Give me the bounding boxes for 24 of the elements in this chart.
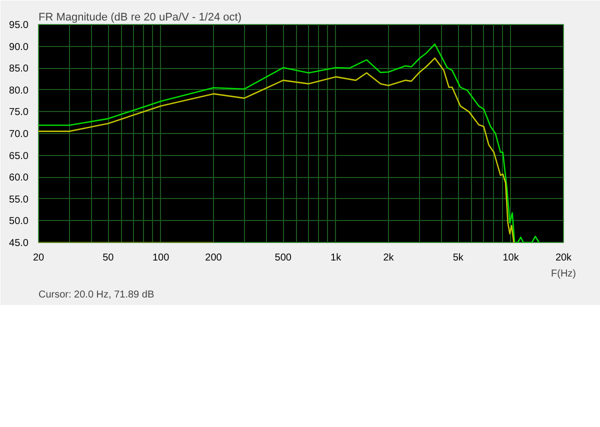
y-tick-label: 55.0 (9, 194, 29, 206)
x-tick-label: 20 (32, 252, 44, 264)
y-tick-label: 50.0 (9, 216, 29, 228)
y-tick-label: 95.0 (9, 20, 29, 31)
y-tick-label: 65.0 (9, 150, 29, 162)
chart-title: FR Magnitude (dB re 20 uPa/V - 1/24 oct) (38, 12, 242, 24)
y-tick-label: 90.0 (9, 42, 29, 53)
x-tick-label: 1k (330, 252, 342, 264)
x-tick-label: 5k (452, 252, 464, 264)
text: Cursor: 20.0 Hz, 71.89 dB (38, 290, 154, 300)
x-axis-title: F(Hz) (551, 268, 576, 280)
y-tick-label: 45.0 (9, 238, 29, 249)
y-tick-label: 85.0 (9, 64, 29, 75)
y-tick-label: 70.0 (9, 129, 29, 140)
x-tick-label: 20k (555, 252, 573, 264)
x-tick-label: 50 (102, 252, 114, 264)
x-tick-label: 200 (205, 252, 222, 264)
x-tick-label: 2k (383, 252, 395, 264)
y-tick-label: 75.0 (9, 107, 29, 118)
y-tick-label: 60.0 (9, 172, 29, 184)
x-tick-label: 100 (152, 252, 170, 264)
y-tick-label: 80.0 (9, 85, 29, 96)
x-tick-label: 10k (502, 252, 520, 264)
x-tick-label: 500 (274, 252, 292, 264)
